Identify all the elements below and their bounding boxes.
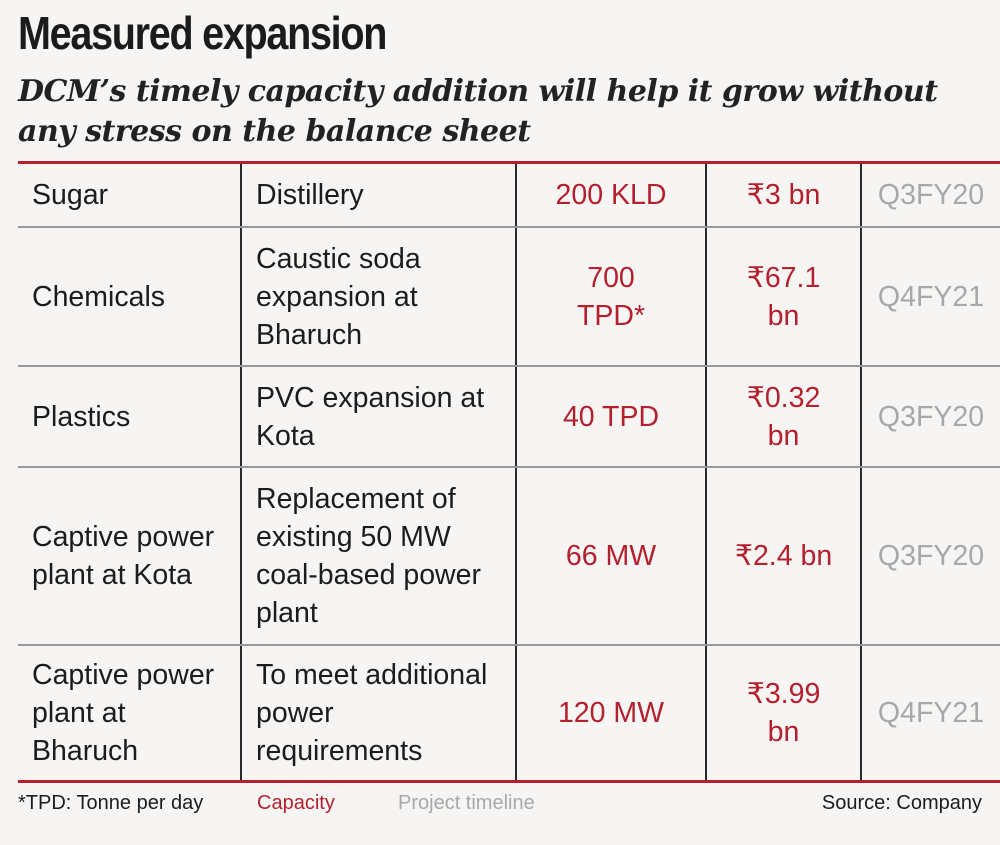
table-row: Chemicals Caustic soda expansion at Bhar… (18, 227, 1000, 367)
cost-cell: ₹2.4 bn (705, 467, 861, 646)
timeline-cell: Q3FY20 (860, 467, 1000, 646)
project-cell: Replacement of existing 50 MW coal-based… (240, 467, 516, 646)
project-cell: Caustic soda expansion at Bharuch (240, 227, 516, 367)
project-cell: To meet additional power requirements (240, 645, 516, 780)
legend-timeline: Project timeline (398, 792, 535, 814)
timeline-cell: Q4FY21 (860, 227, 1000, 367)
source-note: Source: Company (821, 792, 982, 814)
cost-cell: ₹3.99 bn (705, 645, 861, 780)
chart-subtitle: DCM’s timely capacity addition will help… (18, 74, 938, 149)
chart-title: Measured expansion (18, 7, 387, 59)
legend-capacity: Capacity (257, 792, 335, 814)
segment-cell: Captive power plant at Kota (18, 467, 241, 646)
table-row: Captive power plant at Bharuch To meet a… (18, 645, 1000, 780)
capacity-cell: 40 TPD (515, 366, 706, 468)
capacity-cell: 66 MW (515, 467, 706, 646)
footnote: *TPD: Tonne per day (18, 792, 204, 814)
segment-cell: Chemicals (18, 227, 241, 367)
cost-cell: ₹3 bn (705, 164, 861, 228)
expansion-table: Sugar Distillery 200 KLD ₹3 bn Q3FY20 Ch… (18, 164, 1000, 780)
capacity-cell: 200 KLD (515, 164, 706, 228)
segment-cell: Sugar (18, 164, 241, 228)
timeline-cell: Q3FY20 (860, 366, 1000, 468)
table-row: Captive power plant at Kota Replacement … (18, 467, 1000, 646)
cost-cell: ₹0.32 bn (705, 366, 861, 468)
top-rule (18, 161, 1000, 164)
capacity-cell: 700 TPD* (515, 227, 706, 367)
timeline-cell: Q4FY21 (860, 645, 1000, 780)
segment-cell: Plastics (18, 366, 241, 468)
project-cell: PVC expansion at Kota (240, 366, 516, 468)
capacity-cell: 120 MW (515, 645, 706, 780)
bottom-rule (18, 780, 1000, 783)
table-row: Sugar Distillery 200 KLD ₹3 bn Q3FY20 (18, 164, 1000, 228)
segment-cell: Captive power plant at Bharuch (32, 659, 215, 767)
timeline-cell: Q3FY20 (860, 164, 1000, 228)
cost-cell: ₹67.1 bn (705, 227, 861, 367)
project-cell: Distillery (240, 164, 516, 228)
table-row: Plastics PVC expansion at Kota 40 TPD ₹0… (18, 366, 1000, 468)
